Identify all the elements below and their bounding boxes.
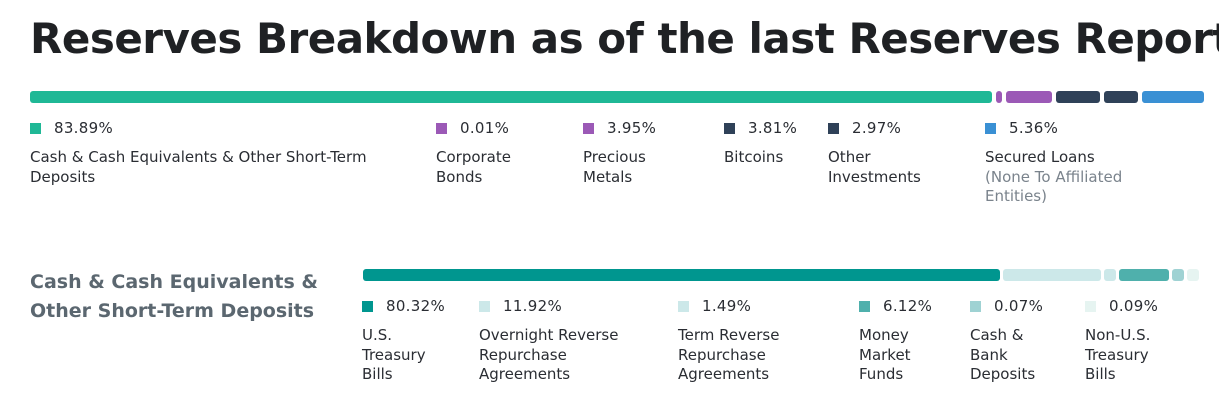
legend-label: Secured Loans (985, 148, 1095, 166)
bar-segment-term-reverse-repurchase-agreements (1103, 269, 1116, 281)
legend-label: Term Reverse Repurchase Agreements (678, 326, 780, 383)
legend-label: Overnight Reverse Repurchase Agreements (479, 326, 619, 383)
legend-label: Other Investments (828, 148, 921, 186)
legend-swatch (1085, 301, 1096, 312)
legend-percent: 0.07% (994, 297, 1044, 315)
legend-swatch (970, 301, 981, 312)
reserves-stacked-bar (30, 91, 1204, 103)
legend-swatch (859, 301, 870, 312)
bar-segment-cash-bank-deposits (1172, 269, 1184, 281)
bar-segment-bitcoins (1055, 91, 1100, 103)
legend-label: Cash & Bank Deposits (970, 326, 1036, 383)
legend-percent: 0.01% (460, 119, 510, 137)
cash-stacked-bar (363, 269, 1199, 281)
legend-sublabel: (None To Affiliated Entities) (985, 167, 1123, 206)
bar-segment-overnight-reverse-repurchase-agreements (1002, 269, 1101, 281)
legend-swatch (724, 123, 735, 134)
legend-swatch (479, 301, 490, 312)
legend-label: Cash & Cash Equivalents & Other Short-Te… (30, 148, 367, 186)
legend-label: Bitcoins (724, 148, 784, 166)
legend-label: Precious Metals (583, 148, 646, 186)
legend-percent: 6.12% (883, 297, 933, 315)
legend-label: Corporate Bonds (436, 148, 511, 186)
bar-segment-corporate-bonds (996, 91, 1003, 103)
legend-swatch (436, 123, 447, 134)
legend-percent: 83.89% (54, 119, 113, 137)
bar-segment-non-u-s-treasury-bills (1187, 269, 1199, 281)
bar-segment-cash-cash-equivalents-other-short-term-deposits (30, 91, 993, 103)
legend-percent: 5.36% (1009, 119, 1059, 137)
legend-percent: 0.09% (1109, 297, 1159, 315)
cash-section-label: Cash & Cash Equivalents & Other Short-Te… (30, 271, 318, 322)
bar-segment-money-market-funds (1118, 269, 1169, 281)
bar-segment-u-s-treasury-bills (363, 269, 1000, 281)
legend-label: U.S. Treasury Bills (362, 326, 426, 383)
page-title: Reserves Breakdown as of the last Reserv… (30, 14, 1219, 63)
bar-segment-precious-metals (1006, 91, 1052, 103)
legend-percent: 3.95% (607, 119, 657, 137)
legend-swatch (828, 123, 839, 134)
legend-label: Money Market Funds (859, 326, 911, 383)
legend-swatch (30, 123, 41, 134)
legend-swatch (985, 123, 996, 134)
legend-swatch (362, 301, 373, 312)
legend-label: Non-U.S. Treasury Bills (1085, 326, 1151, 383)
bar-segment-other-investments (1103, 91, 1139, 103)
legend-swatch (678, 301, 689, 312)
legend-percent: 1.49% (702, 297, 752, 315)
legend-swatch (583, 123, 594, 134)
legend-percent: 2.97% (852, 119, 902, 137)
legend-percent: 3.81% (748, 119, 798, 137)
bar-segment-secured-loans (1142, 91, 1204, 103)
legend-percent: 11.92% (503, 297, 562, 315)
legend-percent: 80.32% (386, 297, 445, 315)
